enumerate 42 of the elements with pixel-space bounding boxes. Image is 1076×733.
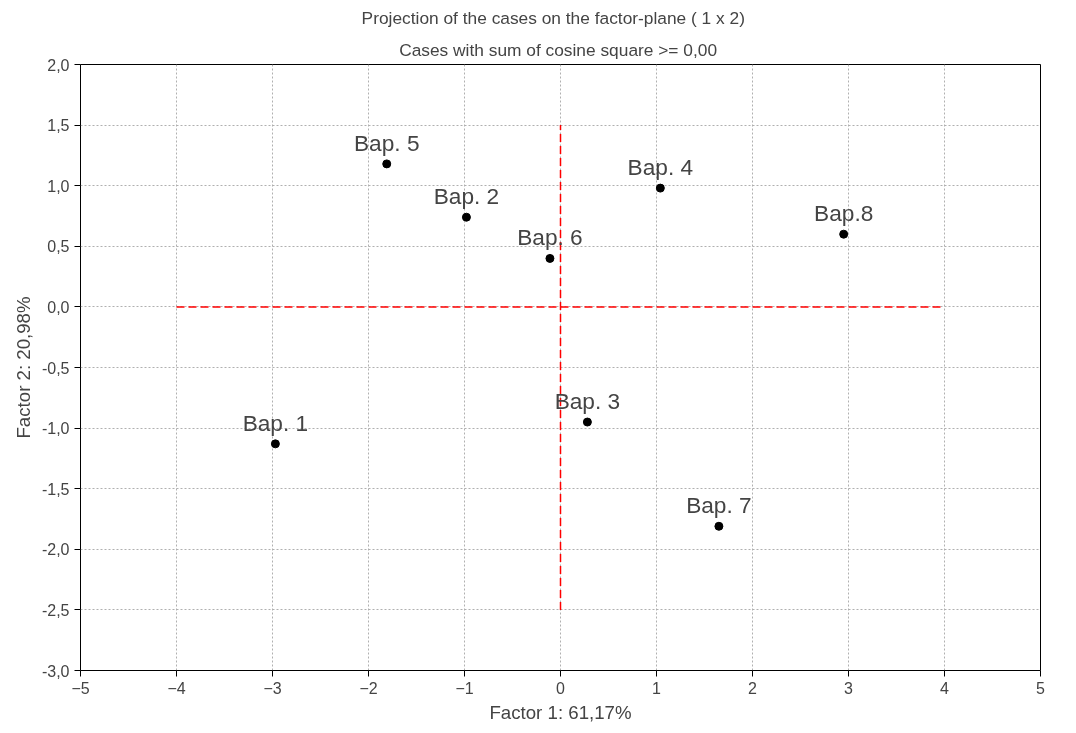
point [582, 417, 592, 427]
y-tick-label: 1,5 [47, 117, 70, 135]
point [655, 183, 665, 193]
annotation: Bap. 2 [433, 183, 500, 210]
annotation: Bap. 6 [517, 224, 583, 251]
annotation: Bap. 3 [554, 388, 621, 415]
x-tick-label: 1 [652, 679, 662, 697]
x-tick-label: −2 [359, 679, 378, 697]
chart-subtitle: Cases with sum of cosine square >= 0,00 [399, 39, 718, 60]
point [270, 439, 280, 449]
x-tick-label: −5 [71, 679, 90, 697]
annotation: Bap.8 [814, 200, 874, 227]
point [382, 159, 392, 169]
y-tick-label: 1,0 [47, 177, 70, 195]
point [545, 253, 555, 263]
point [714, 521, 724, 531]
chart-title: Projection of the cases on the factor-plane ( 1 x 2) [361, 7, 745, 28]
annotation: Bap. 1 [242, 409, 309, 436]
annotation: Bap. 7 [686, 492, 752, 519]
point [839, 229, 849, 239]
y-tick-label: 0,5 [47, 238, 70, 256]
x-tick-label: −1 [455, 679, 474, 697]
y-tick-label: -2,5 [41, 601, 70, 619]
x-tick-label: 3 [844, 679, 854, 697]
y-tick-label: -3,0 [41, 662, 70, 680]
y-axis-title: Factor 2: 20,98% [12, 296, 34, 439]
x-tick-label: 5 [1036, 679, 1046, 697]
x-tick-label: 0 [556, 679, 566, 697]
y-tick-label: 0,0 [47, 298, 70, 316]
point [461, 212, 471, 222]
y-tick-label: -0,5 [41, 359, 70, 377]
y-tick-label: -2,0 [41, 541, 70, 559]
y-tick-label: 2,0 [47, 56, 70, 74]
x-tick-label: 4 [940, 679, 950, 697]
annotation: Bap. 4 [627, 154, 694, 181]
y-tick-label: -1,5 [41, 480, 70, 498]
annotation: Bap. 5 [353, 129, 420, 156]
x-axis-title: Factor 1: 61,17% [489, 701, 632, 723]
x-tick-label: −4 [167, 679, 186, 697]
x-tick-label: 2 [748, 679, 758, 697]
y-tick-label: -1,0 [41, 420, 70, 438]
x-tick-label: −3 [263, 679, 282, 697]
